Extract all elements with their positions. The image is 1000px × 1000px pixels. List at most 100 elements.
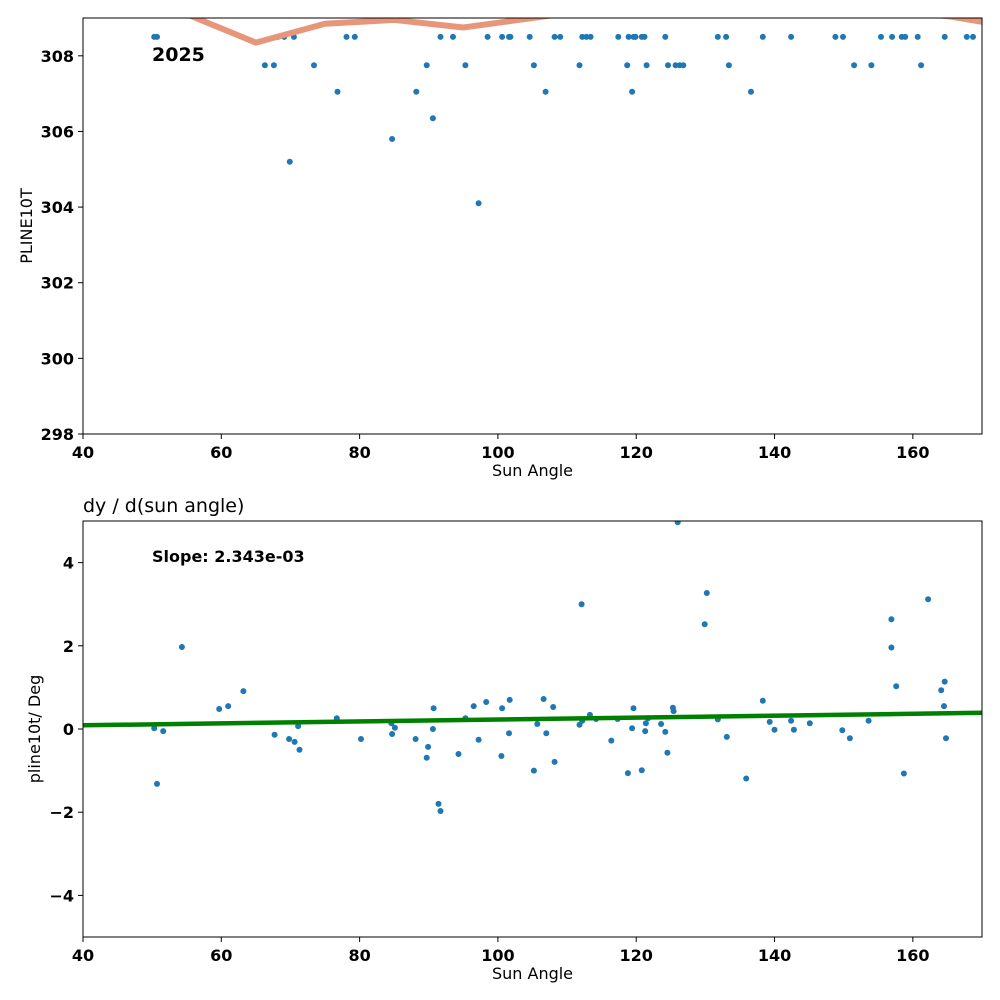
data-point: [483, 699, 490, 705]
data-point: [748, 88, 754, 95]
data-point: [703, 590, 710, 596]
slope-annotation: Slope: 2.343e-03: [152, 547, 305, 566]
data-point: [579, 33, 586, 40]
data-point: [270, 62, 277, 69]
data-point: [225, 703, 232, 710]
data-point: [865, 717, 872, 724]
x-tick-label: 40: [72, 443, 94, 462]
data-point: [261, 62, 268, 69]
data-point: [437, 808, 444, 814]
data-point: [334, 88, 341, 95]
data-point: [475, 200, 482, 207]
x-axis-label: Sun Angle: [492, 964, 573, 983]
data-point: [178, 644, 185, 650]
data-point: [587, 33, 594, 40]
data-point: [462, 62, 469, 69]
data-point: [670, 708, 677, 715]
panel-pline10t: 40 60 80 100 120 140 160 298 300 302 304 306 308 Sun …: [17, 17, 983, 480]
data-point: [429, 726, 436, 732]
x-tick-label: 140: [758, 443, 791, 462]
data-point: [630, 705, 637, 712]
data-point: [759, 33, 766, 40]
x-tick-label: 120: [620, 946, 653, 965]
data-point: [642, 728, 649, 735]
x-axis-label: Sun Angle: [492, 461, 573, 480]
data-point: [642, 720, 649, 727]
data-point: [530, 62, 537, 69]
data-point: [925, 596, 932, 603]
y-axis-label: PLINE10T: [17, 188, 36, 264]
data-point: [498, 753, 505, 759]
data-point: [551, 33, 558, 40]
data-point: [624, 770, 631, 777]
y-tick-label: 4: [63, 554, 74, 573]
plot-area: [151, 18, 982, 207]
y-tick-label: −4: [49, 886, 74, 905]
data-point: [216, 706, 223, 712]
data-point: [423, 62, 430, 69]
data-point: [674, 521, 681, 526]
data-point: [963, 33, 970, 40]
data-point: [551, 758, 558, 765]
data-point: [625, 33, 632, 40]
data-point: [714, 33, 721, 40]
y-tick-label: 304: [41, 198, 74, 217]
data-point: [941, 33, 948, 40]
data-point: [771, 726, 778, 733]
data-point: [506, 730, 512, 737]
data-point: [723, 33, 730, 40]
data-point: [806, 720, 813, 727]
data-point: [429, 115, 436, 122]
data-point: [484, 33, 491, 40]
data-point: [499, 33, 506, 40]
data-point: [507, 33, 514, 40]
data-point: [662, 728, 669, 735]
data-point: [425, 743, 432, 750]
data-point: [160, 728, 167, 735]
data-point: [664, 749, 671, 756]
data-point: [970, 33, 976, 40]
data-point: [543, 730, 550, 737]
data-point: [542, 88, 549, 95]
data-point: [296, 746, 303, 753]
x-tick-label: 100: [481, 443, 514, 462]
y-tick-label: 308: [41, 47, 74, 66]
data-point: [743, 775, 750, 782]
plot-frame: [82, 520, 983, 938]
fit-line: [83, 710, 982, 728]
data-point: [846, 735, 853, 742]
data-point: [665, 62, 671, 69]
data-point: [435, 800, 442, 807]
data-point: [643, 62, 650, 69]
data-point: [629, 88, 636, 95]
y-tick-label: 302: [41, 274, 74, 293]
data-point: [840, 33, 846, 40]
data-point: [557, 33, 564, 40]
data-point: [788, 717, 795, 724]
x-tick-label: 140: [758, 946, 791, 965]
x-tick-label: 100: [481, 946, 514, 965]
data-point: [658, 721, 665, 727]
data-point: [534, 721, 541, 727]
data-point: [576, 62, 583, 69]
data-point: [286, 158, 293, 165]
data-point: [389, 136, 396, 142]
data-point: [311, 62, 317, 69]
y-tick-label: 306: [41, 122, 74, 141]
data-point: [851, 62, 858, 69]
data-point: [638, 767, 645, 774]
data-point: [759, 697, 766, 704]
trend-line: [188, 18, 982, 46]
data-point: [680, 62, 687, 69]
data-point: [455, 751, 462, 757]
x-tick-label: 80: [348, 946, 370, 965]
year-annotation: 2025: [152, 44, 205, 66]
data-point: [423, 754, 430, 761]
y-tick-label: 0: [63, 720, 74, 739]
data-point: [938, 687, 945, 694]
data-point: [470, 703, 477, 710]
data-point: [413, 88, 420, 95]
y-tick-label: −2: [49, 803, 74, 822]
data-point: [391, 724, 398, 731]
